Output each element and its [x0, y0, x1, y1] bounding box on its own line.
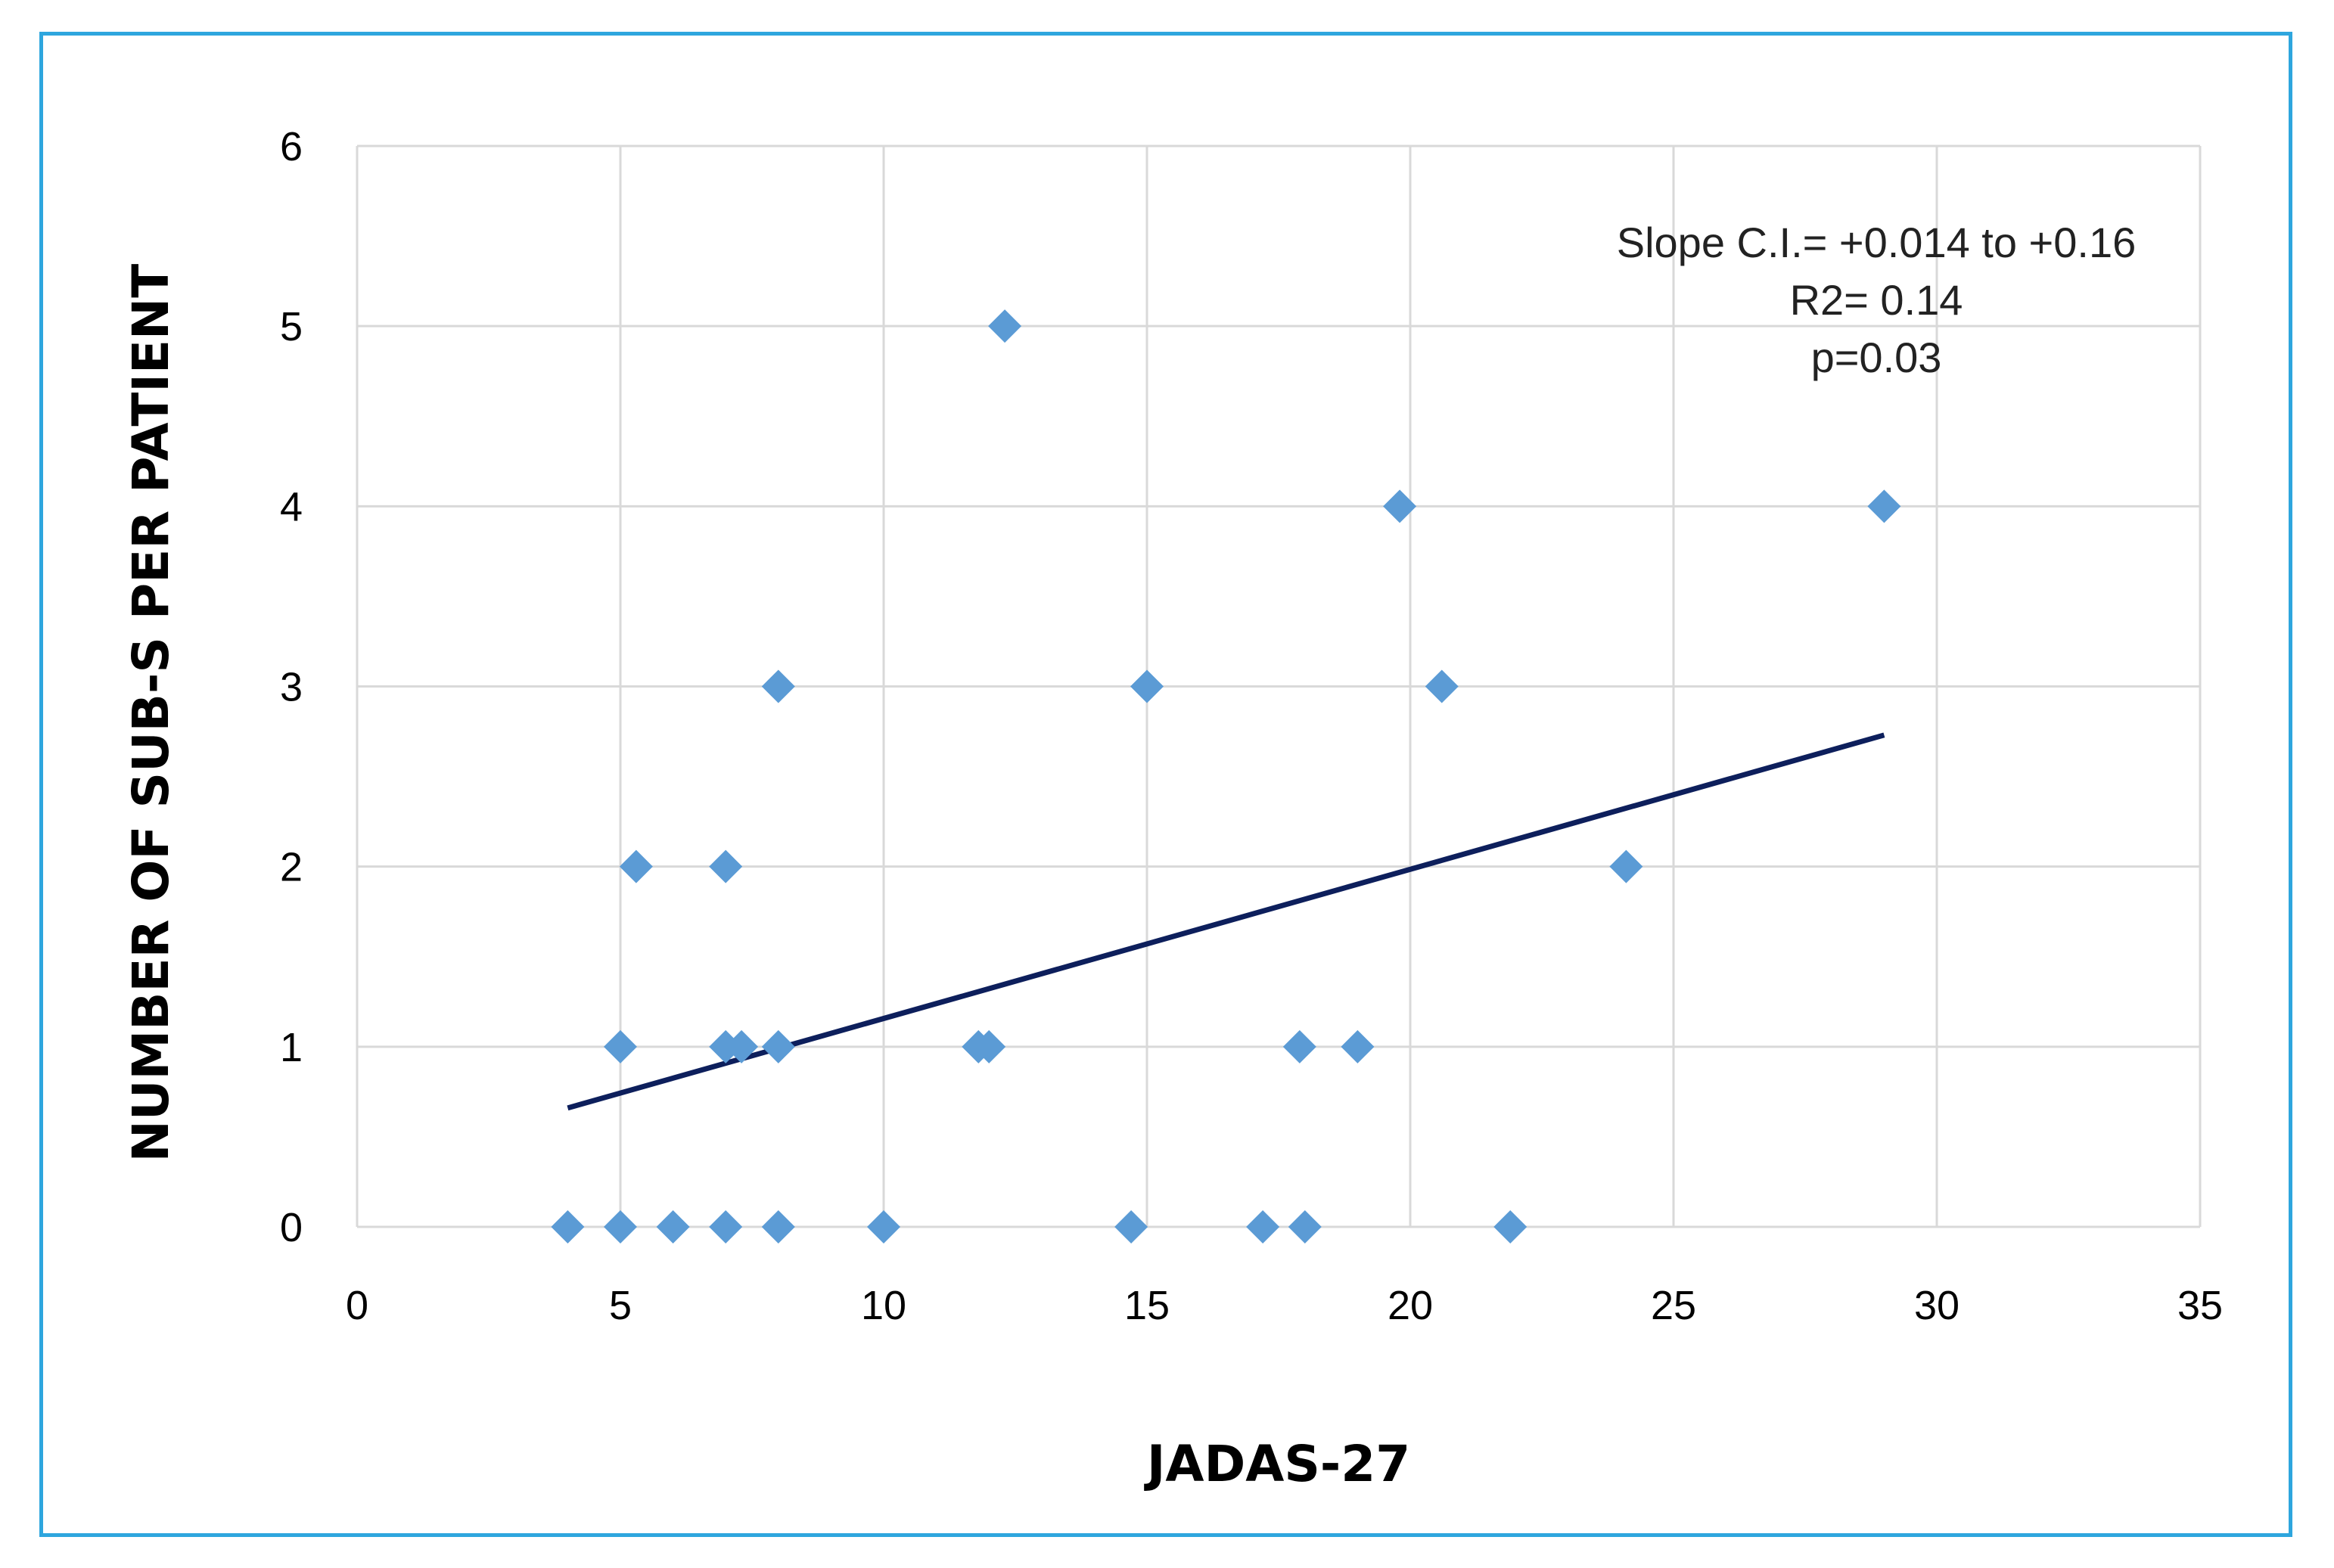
data-point	[761, 669, 795, 703]
x-tick-label: 0	[346, 1283, 368, 1328]
data-point	[656, 1210, 690, 1244]
y-tick-label: 6	[280, 124, 303, 169]
y-tick-label: 2	[280, 845, 303, 890]
data-point	[551, 1210, 585, 1244]
data-point	[1425, 669, 1459, 703]
data-point	[619, 849, 653, 883]
data-point	[709, 1210, 743, 1244]
x-tick-label: 15	[1124, 1283, 1170, 1328]
x-axis-title: JADAS-27	[1144, 1435, 1410, 1493]
data-point	[972, 1029, 1006, 1063]
annotation-slope: Slope C.I.= +0.014 to +0.16	[1617, 219, 2137, 266]
x-tick-label: 20	[1388, 1283, 1433, 1328]
data-point	[604, 1210, 637, 1244]
data-point	[1130, 669, 1164, 703]
regression-annotation: Slope C.I.= +0.014 to +0.16 R2= 0.14 p=0…	[1617, 219, 2137, 381]
data-point	[1493, 1210, 1528, 1244]
trendline-layer	[567, 732, 1885, 1111]
data-point	[1246, 1210, 1280, 1244]
annotation-r2: R2= 0.14	[1790, 276, 1963, 324]
x-tick-label: 10	[861, 1283, 906, 1328]
x-tick-label: 30	[1914, 1283, 1960, 1328]
y-axis-title: NUMBER OF SUB-S PER PATIENT	[122, 264, 180, 1163]
trendline	[567, 732, 1885, 1111]
data-point	[761, 1029, 795, 1063]
data-point	[1341, 1029, 1375, 1063]
data-points	[551, 309, 1901, 1244]
data-point	[1383, 489, 1417, 523]
data-point	[988, 309, 1022, 343]
data-point	[604, 1029, 637, 1063]
data-point	[1282, 1029, 1316, 1063]
annotation-p: p=0.03	[1811, 334, 1942, 381]
data-point	[1609, 849, 1643, 883]
y-tick-label: 1	[280, 1025, 303, 1070]
y-tick-label: 5	[280, 304, 303, 349]
data-point	[725, 1029, 759, 1063]
tick-labels: 0 5 10 15 20 25 30 35 0 1 2 3 4 5 6	[280, 124, 2223, 1328]
y-tick-label: 4	[280, 484, 303, 529]
y-tick-label: 3	[280, 665, 303, 710]
x-tick-label: 35	[2177, 1283, 2223, 1328]
data-point	[1288, 1210, 1322, 1244]
x-tick-label: 5	[609, 1283, 632, 1328]
y-tick-label: 0	[280, 1205, 303, 1250]
data-point	[867, 1210, 900, 1244]
data-point	[761, 1210, 795, 1244]
chart-frame	[39, 32, 2292, 1537]
data-point	[1114, 1210, 1148, 1244]
data-point	[1867, 489, 1901, 523]
x-tick-label: 25	[1651, 1283, 1696, 1328]
data-point	[709, 849, 743, 883]
